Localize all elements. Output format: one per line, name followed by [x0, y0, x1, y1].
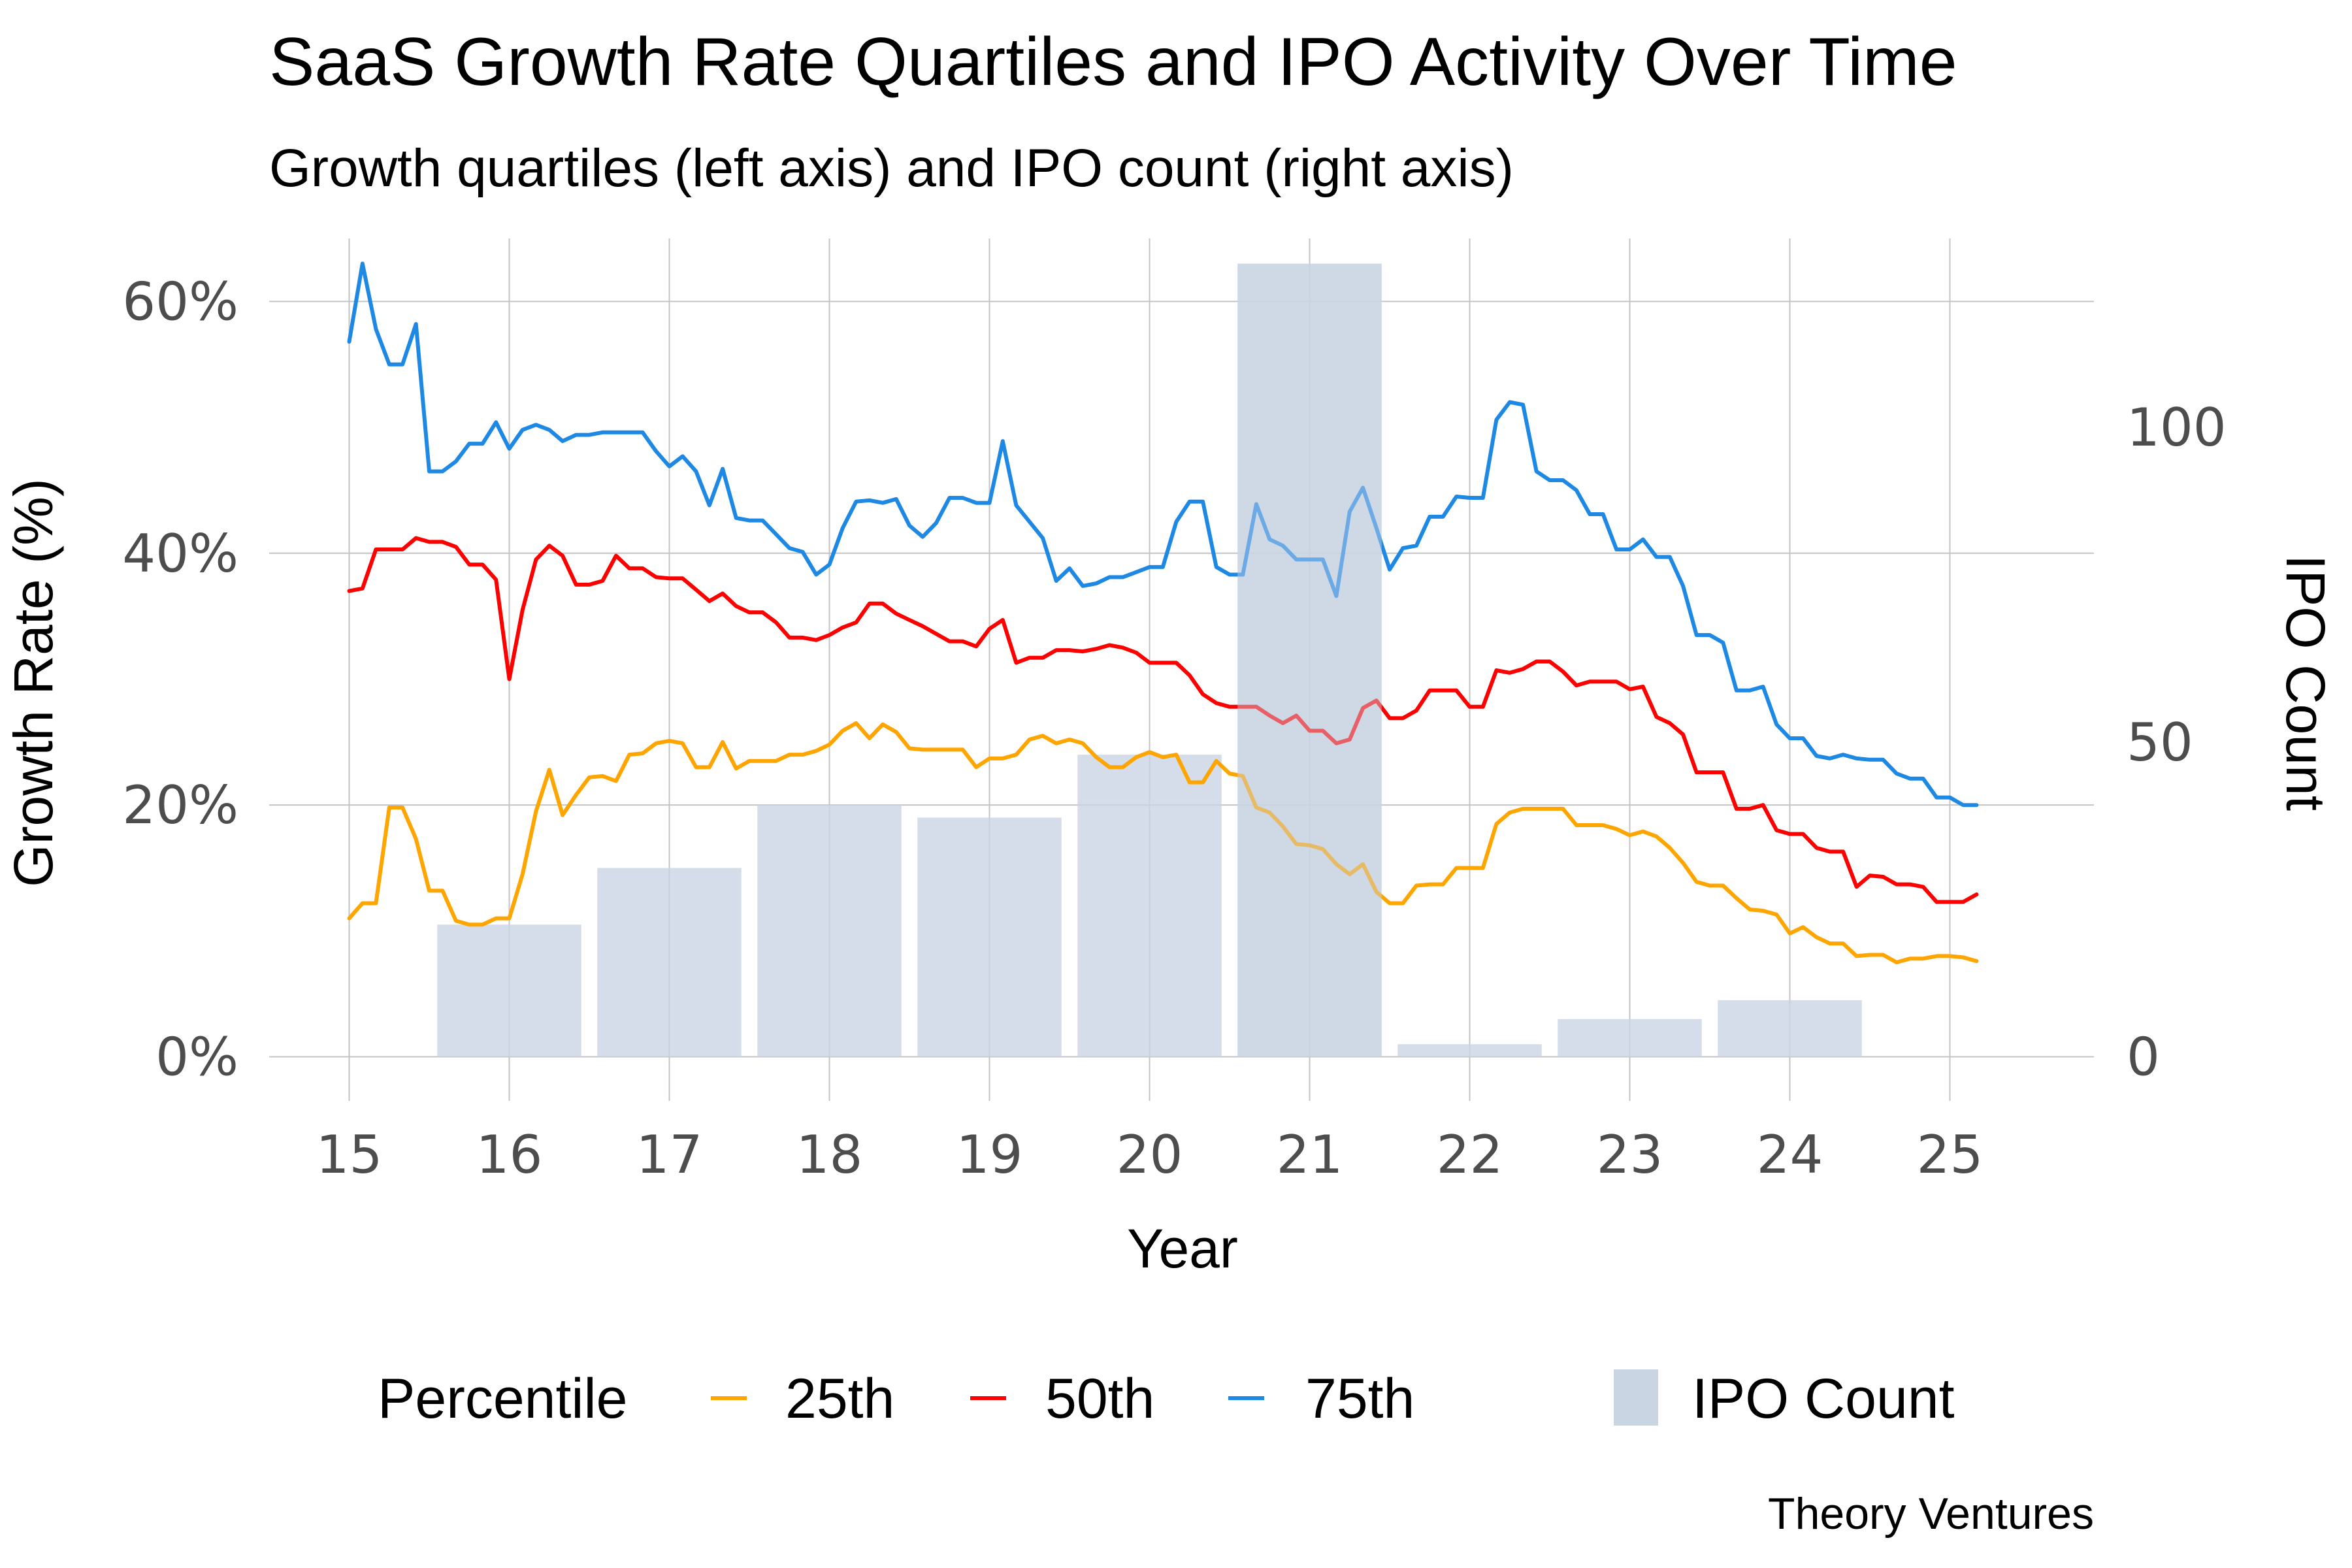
x-tick-label-20: 20 [1117, 1124, 1183, 1185]
ipo-bar-16 [437, 924, 581, 1057]
chart-title: SaaS Growth Rate Quartiles and IPO Activ… [269, 24, 1957, 100]
ipo-bar-17 [597, 868, 742, 1057]
ipo-bars [437, 263, 1862, 1057]
legend-label-25th: 25th [785, 1367, 894, 1430]
x-tick-label-22: 22 [1437, 1124, 1503, 1185]
ipo-bar-19 [917, 817, 1062, 1057]
legend-label-ipo: IPO Count [1692, 1367, 1955, 1430]
y-axis-title: Growth Rate (%) [3, 478, 64, 887]
x-tick-label-21: 21 [1277, 1124, 1343, 1185]
legend-key-ipo [1614, 1369, 1658, 1426]
x-tick-label-18: 18 [796, 1124, 863, 1185]
ipo-bar-21 [1237, 263, 1382, 1057]
x-tick-label-15: 15 [316, 1124, 383, 1185]
percentile-lines [347, 261, 1979, 1057]
ipo-bar-20 [1077, 755, 1222, 1057]
legend: Percentile 25th 50th 75th IPO Count [378, 1367, 1955, 1430]
chart-subtitle: Growth quartiles (left axis) and IPO cou… [269, 139, 1514, 198]
y2-tick-label-50: 50 [2127, 712, 2193, 773]
x-axis-title: Year [1127, 1218, 1238, 1279]
y2-axis-title: IPO Count [2275, 555, 2336, 811]
line-75th [347, 261, 1979, 808]
y-tick-label-20: 20% [122, 775, 238, 836]
ipo-bar-23 [1558, 1019, 1702, 1057]
caption: Theory Ventures [1768, 1489, 2094, 1539]
line-25th [347, 721, 1979, 964]
x-tick-label-23: 23 [1597, 1124, 1663, 1185]
x-tick-label-16: 16 [476, 1124, 543, 1185]
line-50th [347, 536, 1979, 904]
legend-label-50th: 50th [1045, 1367, 1154, 1430]
y-tick-label-0: 0% [155, 1027, 238, 1088]
legend-title: Percentile [378, 1367, 627, 1430]
legend-label-75th: 75th [1305, 1367, 1414, 1430]
ipo-bar-18 [757, 805, 902, 1057]
ipo-bar-24 [1718, 1000, 1862, 1057]
y-tick-label-60: 60% [122, 271, 238, 332]
x-tick-label-17: 17 [636, 1124, 703, 1185]
axis-ticks: 15 16 17 18 19 20 21 22 23 24 25 0% 20% 40% 60% 0 50 100 [122, 271, 2227, 1185]
ipo-bar-22 [1397, 1044, 1542, 1057]
y-tick-label-40: 40% [122, 523, 238, 584]
y2-tick-label-0: 0 [2127, 1027, 2160, 1088]
x-tick-label-25: 25 [1917, 1124, 1984, 1185]
y2-tick-label-100: 100 [2127, 397, 2227, 458]
x-tick-label-19: 19 [956, 1124, 1023, 1185]
ipo-bar-overlay-21 [1237, 263, 1382, 1057]
x-tick-label-24: 24 [1757, 1124, 1823, 1185]
